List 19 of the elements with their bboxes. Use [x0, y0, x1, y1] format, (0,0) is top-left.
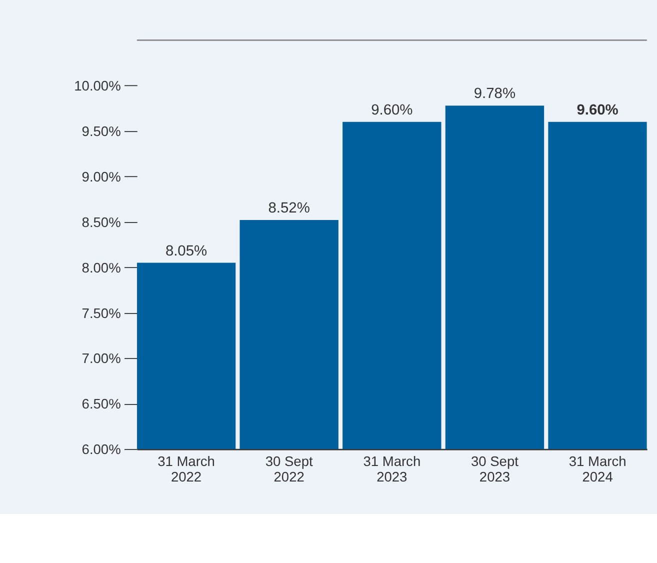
y-tick-label: 8.50% — [82, 214, 121, 230]
data-label: 8.52% — [268, 200, 310, 217]
data-label: 8.05% — [165, 243, 208, 260]
x-tick-label: 30 Sept 2023 — [470, 454, 519, 485]
data-label: 9.78% — [474, 86, 516, 102]
x-tick-label: 31 March 2022 — [158, 454, 215, 485]
data-label: 9.60% — [371, 102, 413, 119]
y-tick-label: 9.50% — [82, 124, 121, 140]
x-tick-label: 30 Sept 2022 — [265, 454, 313, 485]
x-tick-label: 31 March 2024 — [568, 454, 626, 485]
y-tick-label: 9.00% — [82, 170, 121, 184]
y-tick-label: 6.00% — [82, 442, 121, 458]
y-tick-label: 6.50% — [82, 396, 121, 412]
data-label: 9.60% — [576, 102, 618, 119]
y-tick-label: 7.50% — [82, 306, 121, 321]
x-tick-label: 31 March 2023 — [363, 454, 421, 485]
y-tick-label: 10.00% — [74, 78, 121, 94]
y-tick-label: 7.00% — [82, 351, 121, 366]
y-tick-label: 8.00% — [82, 260, 121, 276]
